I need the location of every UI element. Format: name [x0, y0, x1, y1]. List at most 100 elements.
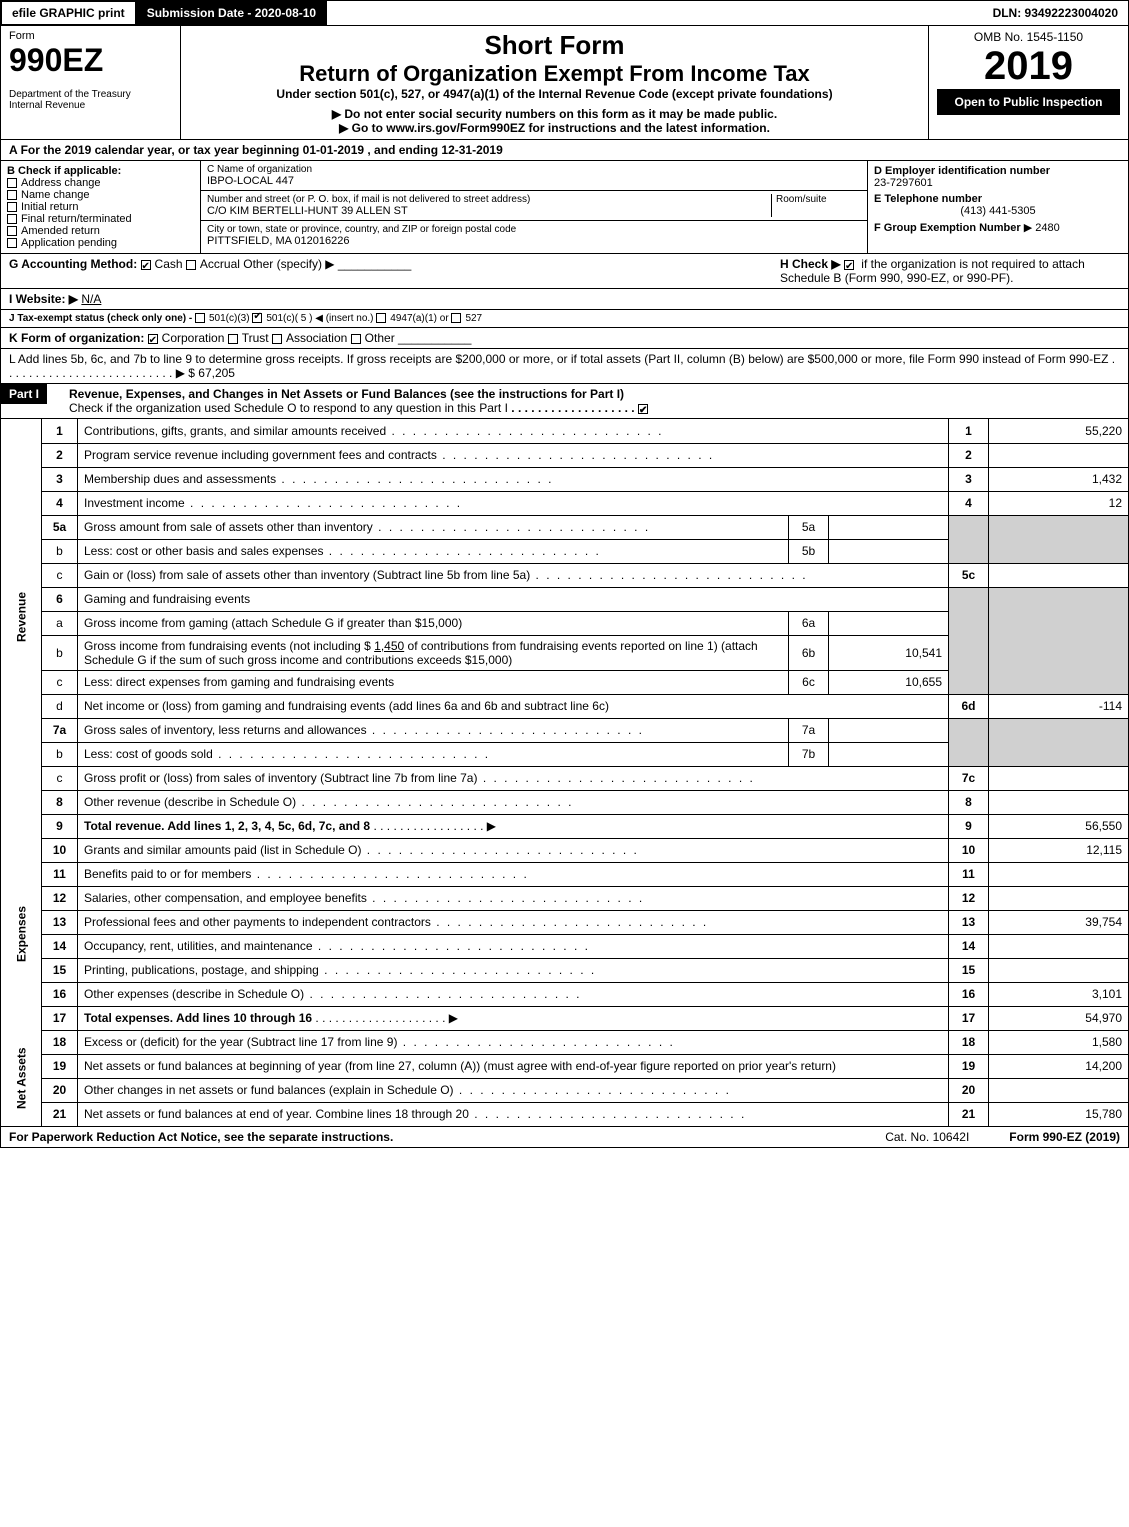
cb-address-change[interactable] [7, 178, 17, 188]
line-6-desc: Gaming and fundraising events [78, 587, 949, 611]
form-header: Form 990EZ Department of the Treasury In… [0, 26, 1129, 140]
omb-number: OMB No. 1545-1150 [937, 30, 1120, 44]
cb-initial-return[interactable] [7, 202, 17, 212]
line-h-label: H Check ▶ [780, 257, 841, 271]
trust-label: Trust [242, 331, 269, 345]
line-13-val: 39,754 [989, 910, 1129, 934]
room-label: Room/suite [771, 194, 861, 217]
name-change-label: Name change [21, 189, 90, 201]
assoc-label: Association [286, 331, 347, 345]
line-17-val: 54,970 [989, 1006, 1129, 1030]
open-to-public: Open to Public Inspection [937, 89, 1120, 115]
line-6a-desc: Gross income from gaming (attach Schedul… [78, 611, 789, 635]
line-l: L Add lines 5b, 6c, and 7b to line 9 to … [0, 349, 1129, 384]
period-text: For the 2019 calendar year, or tax year … [21, 143, 503, 157]
tax-year: 2019 [937, 44, 1120, 89]
line-10-val: 12,115 [989, 838, 1129, 862]
cb-line-h[interactable] [844, 260, 854, 270]
line-21-val: 15,780 [989, 1102, 1129, 1126]
line-8-val [989, 790, 1129, 814]
website-value: N/A [81, 292, 101, 306]
line-5c-desc: Gain or (loss) from sale of assets other… [78, 563, 949, 587]
part-i-heading: Revenue, Expenses, and Changes in Net As… [69, 387, 624, 401]
goto-link[interactable]: Go to www.irs.gov/Form990EZ for instruct… [189, 121, 920, 135]
line-5b-sub: 5b [789, 539, 829, 563]
cb-app-pending[interactable] [7, 238, 17, 248]
cb-trust[interactable] [228, 334, 238, 344]
efile-button[interactable]: efile GRAPHIC print [1, 1, 136, 25]
cb-527[interactable] [451, 313, 461, 323]
cb-corp[interactable] [148, 334, 158, 344]
line-9-val: 56,550 [989, 814, 1129, 838]
cat-no: Cat. No. 10642I [885, 1130, 969, 1144]
line-5a-desc: Gross amount from sale of assets other t… [78, 515, 789, 539]
line-14-desc: Occupancy, rent, utilities, and maintena… [78, 934, 949, 958]
address-change-label: Address change [21, 177, 101, 189]
form-number: 990EZ [9, 42, 172, 79]
city-value: PITTSFIELD, MA 012016226 [207, 235, 861, 247]
cb-other-org[interactable] [351, 334, 361, 344]
line-k-label: K Form of organization: [9, 331, 144, 345]
line-20-val [989, 1078, 1129, 1102]
part-i-checknote: Check if the organization used Schedule … [69, 401, 508, 415]
cb-501c[interactable] [252, 313, 262, 323]
part-i-header: Part I Revenue, Expenses, and Changes in… [0, 384, 1129, 419]
irs-label: Internal Revenue [9, 100, 172, 111]
amended-label: Amended return [21, 225, 100, 237]
dln-label: DLN: 93492223004020 [983, 2, 1128, 24]
line-2-val [989, 443, 1129, 467]
cb-name-change[interactable] [7, 190, 17, 200]
cb-amended[interactable] [7, 226, 17, 236]
cb-4947[interactable] [376, 313, 386, 323]
line-i-label: I Website: ▶ [9, 292, 78, 306]
line-6b-amount: 1,450 [374, 639, 404, 653]
line-k: K Form of organization: Corporation Trus… [0, 328, 1129, 349]
cb-accrual[interactable] [186, 260, 196, 270]
top-bar: efile GRAPHIC print Submission Date - 20… [0, 0, 1129, 26]
line-18-val: 1,580 [989, 1030, 1129, 1054]
line-21-desc: Net assets or fund balances at end of ye… [78, 1102, 949, 1126]
line-6b-desc: Gross income from fundraising events (no… [78, 635, 789, 670]
501c3-label: 501(c)(3) [209, 313, 250, 324]
line-15-desc: Printing, publications, postage, and shi… [78, 958, 949, 982]
line-5b-desc: Less: cost or other basis and sales expe… [78, 539, 789, 563]
line-16-val: 3,101 [989, 982, 1129, 1006]
main-table: Revenue 1Contributions, gifts, grants, a… [0, 419, 1129, 1127]
line-3-val: 1,432 [989, 467, 1129, 491]
line-7b-subval [829, 742, 949, 766]
cb-assoc[interactable] [272, 334, 282, 344]
cb-501c3[interactable] [195, 313, 205, 323]
line-14-val [989, 934, 1129, 958]
cb-final-return[interactable] [7, 214, 17, 224]
line-5c-val [989, 563, 1129, 587]
phone-value: (413) 441-5305 [874, 205, 1122, 217]
line-11-val [989, 862, 1129, 886]
line-i: I Website: ▶ N/A [0, 289, 1129, 310]
cb-schedule-o[interactable] [638, 404, 648, 414]
submission-date-button[interactable]: Submission Date - 2020-08-10 [136, 1, 327, 25]
line-6d-val: -114 [989, 694, 1129, 718]
line-7c-val [989, 766, 1129, 790]
netassets-side-label: Net Assets [1, 1030, 42, 1126]
page-footer: For Paperwork Reduction Act Notice, see … [0, 1127, 1129, 1148]
org-name: IBPO-LOCAL 447 [207, 175, 861, 187]
other-org-label: Other [365, 331, 395, 345]
line-19-val: 14,200 [989, 1054, 1129, 1078]
line-13-desc: Professional fees and other payments to … [78, 910, 949, 934]
ein-value: 23-7297601 [874, 177, 1122, 189]
return-title: Return of Organization Exempt From Incom… [189, 61, 920, 87]
line-4-desc: Investment income [78, 491, 949, 515]
527-label: 527 [465, 313, 482, 324]
gross-receipts: $ 67,205 [188, 366, 235, 380]
501c-label: 501(c)( 5 ) ◀ (insert no.) [266, 313, 373, 324]
line-18-desc: Excess or (deficit) for the year (Subtra… [78, 1030, 949, 1054]
line-6c-sub: 6c [789, 670, 829, 694]
line-7b-desc: Less: cost of goods sold [78, 742, 789, 766]
city-label: City or town, state or province, country… [207, 224, 861, 235]
form-label: Form [9, 30, 172, 42]
line-10-desc: Grants and similar amounts paid (list in… [78, 838, 949, 862]
subtitle: Under section 501(c), 527, or 4947(a)(1)… [189, 87, 920, 101]
box-e-label: E Telephone number [874, 193, 1122, 205]
cb-cash[interactable] [141, 260, 151, 270]
warning-text: Do not enter social security numbers on … [189, 107, 920, 121]
